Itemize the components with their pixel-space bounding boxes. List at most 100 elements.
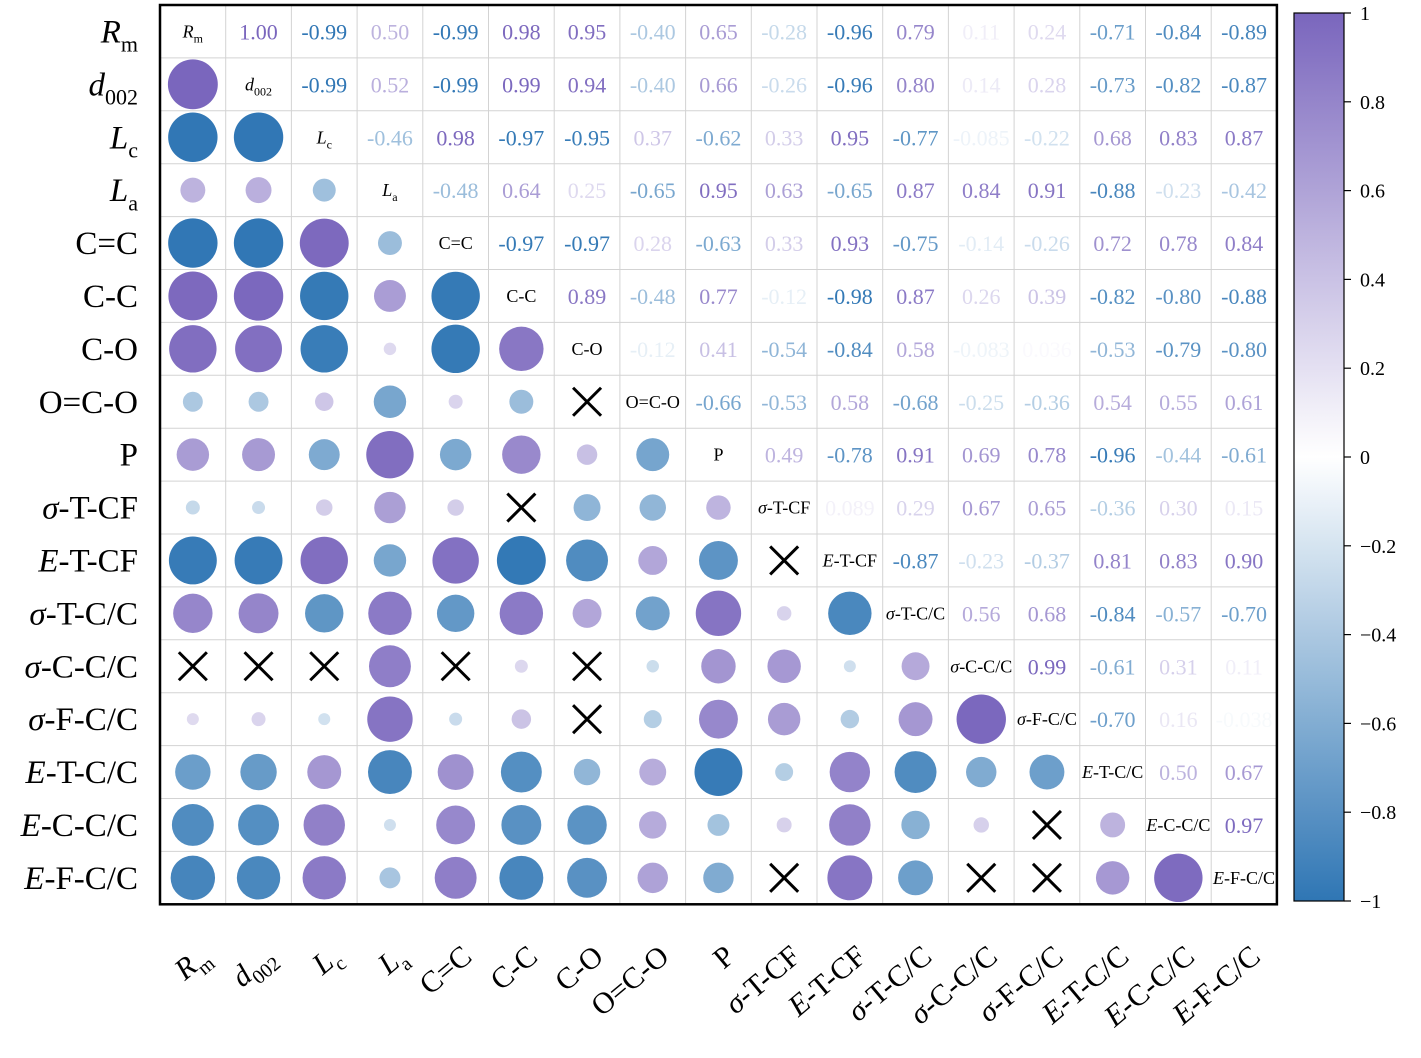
correlation-circle [643, 710, 662, 729]
correlation-circle [308, 439, 340, 471]
label-subscript: a [128, 190, 138, 215]
diagonal-label: σ-T-C/C [886, 603, 945, 623]
correlation-circle [169, 325, 217, 373]
value-label: -0.53 [761, 390, 807, 415]
label-base: R [182, 21, 194, 41]
label-base: E [20, 808, 41, 844]
label-subscript: 002 [254, 84, 272, 98]
value-label: 0.94 [568, 72, 607, 97]
value-label: -0.46 [367, 125, 413, 150]
value-label: -0.96 [1090, 443, 1136, 468]
insignificant-marker [571, 651, 603, 682]
correlation-circle [235, 325, 282, 373]
correlation-circle [639, 811, 667, 839]
value-label: 0.14 [962, 72, 1001, 97]
correlation-circle [233, 218, 284, 268]
row-label: d002 [89, 67, 139, 109]
value-label: 0.93 [831, 231, 870, 256]
value-label: -0.36 [1024, 390, 1070, 415]
row-label: C-O [81, 332, 138, 368]
value-label: -0.78 [827, 443, 873, 468]
value-label: -0.23 [958, 548, 1004, 573]
correlation-circle [567, 805, 607, 845]
value-label: 0.50 [371, 19, 410, 44]
correlation-circle [176, 438, 210, 471]
value-label: 0.89 [568, 284, 607, 309]
colorbar-tick-label: −0.4 [1360, 625, 1396, 647]
correlation-circle [182, 391, 203, 412]
correlation-circle [236, 856, 281, 900]
correlation-circle [431, 271, 480, 321]
colorbar-tick-label: 0.2 [1360, 358, 1385, 380]
value-label: -0.61 [1090, 654, 1136, 679]
value-label: -0.97 [564, 231, 610, 256]
row-label: σ-C-C/C [25, 649, 138, 685]
label-base: E [23, 861, 44, 897]
value-label: -0.63 [696, 231, 742, 256]
diagonal-label: E-T-CF [822, 550, 877, 570]
row-labels: Rmd002LcLaC=CC-CC-OO=C-OPσ-T-CFE-T-CFσ-T… [20, 14, 139, 896]
correlation-circle [638, 545, 668, 575]
value-label: 0.30 [1159, 496, 1198, 521]
value-label: -0.71 [1090, 19, 1136, 44]
correlation-circle [898, 702, 933, 737]
correlation-circle [701, 649, 736, 684]
correlation-circle [514, 659, 528, 673]
value-label: 0.72 [1093, 231, 1132, 256]
correlation-circle [383, 818, 396, 831]
lower-triangle-circles [167, 59, 1203, 903]
correlation-circle [776, 817, 792, 833]
value-label: -0.65 [630, 178, 676, 203]
correlation-circle [901, 652, 930, 681]
value-label: 0.49 [765, 443, 804, 468]
label-base: R [100, 14, 121, 50]
colorbar-tick-label: 1 [1360, 3, 1370, 25]
value-label: 0.11 [962, 19, 1000, 44]
value-label: 0.61 [1225, 390, 1264, 415]
value-label: 0.66 [699, 72, 738, 97]
correlation-circle [636, 438, 670, 472]
correlation-circle [898, 860, 934, 896]
label-base: σ [1017, 709, 1027, 729]
label-base: σ [42, 491, 60, 527]
row-label: E-F-C/C [23, 861, 138, 897]
value-label: 0.31 [1159, 654, 1198, 679]
label-rest: -F-C/C [44, 861, 138, 897]
label-base: E [1212, 868, 1224, 888]
correlation-circle [233, 112, 284, 162]
value-label: 0.84 [962, 178, 1001, 203]
row-label: P [120, 438, 138, 474]
label-rest: -F-C/C [1026, 709, 1077, 729]
value-label: -0.79 [1155, 337, 1201, 362]
insignificant-marker [309, 651, 340, 682]
diagonal-label: C=C [439, 233, 473, 253]
value-label: 0.98 [436, 125, 475, 150]
label-subscript: c [327, 137, 332, 151]
label-base: d [89, 67, 106, 103]
label-base: σ [886, 603, 896, 623]
column-label: P [707, 939, 741, 975]
correlation-circle [248, 391, 269, 412]
value-label: 0.99 [1028, 654, 1067, 679]
column-labels: Rm d002 Lc LaC=C C-C C-OO=C-O Pσ-T-CFE-T-CFσ-T… [167, 939, 1266, 1033]
label-rest: -T-C/C [1093, 762, 1143, 782]
correlation-circle [303, 804, 345, 846]
diagonal-label: C-C [506, 286, 536, 306]
value-label: -0.12 [761, 284, 807, 309]
correlation-circle [775, 763, 794, 782]
diagonal-label: E-F-C/C [1212, 868, 1275, 888]
colorbar-tick-label: −0.8 [1360, 802, 1396, 824]
correlation-circle [300, 271, 349, 321]
correlation-circle [377, 231, 402, 256]
label-base: L [109, 120, 128, 156]
value-label: -0.48 [433, 178, 479, 203]
colorbar-tick-label: −1 [1360, 891, 1381, 913]
value-label: 0.98 [502, 19, 541, 44]
correlation-circle [245, 177, 272, 204]
upper-triangle-values: 1.00 -0.99 0.50 -0.99 0.98 0.95 -0.40 0.65 -0.28… [239, 19, 1272, 838]
value-label: -0.84 [827, 337, 873, 362]
correlation-circle [437, 754, 474, 791]
label-base: C-O [81, 332, 138, 368]
correlation-circle [374, 491, 406, 524]
value-label: 0.95 [831, 125, 870, 150]
